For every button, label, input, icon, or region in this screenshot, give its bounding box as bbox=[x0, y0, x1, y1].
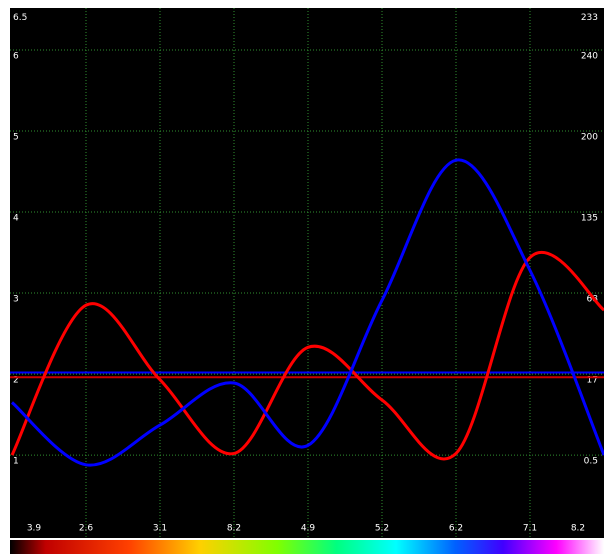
bottom-label: 3.9 bbox=[27, 524, 42, 534]
bottom-label: 8.2 bbox=[571, 524, 585, 534]
y-tick-label: 4 bbox=[13, 214, 19, 224]
bottom-label: 4.9 bbox=[301, 524, 316, 534]
top-label: 21 bbox=[376, 0, 387, 9]
y2-tick-label: 17 bbox=[587, 376, 598, 386]
y-tick-label: 3 bbox=[13, 295, 19, 305]
top-label: 6 bbox=[598, 0, 604, 9]
color-bar bbox=[10, 540, 604, 554]
top-label: 95 bbox=[14, 0, 25, 9]
top-label: 32 bbox=[302, 0, 313, 9]
bottom-label: 6.2 bbox=[449, 524, 463, 534]
y2-tick-label: 233 bbox=[581, 13, 598, 23]
y2-tick-label: 200 bbox=[581, 133, 598, 143]
top-label: 57 bbox=[154, 0, 165, 9]
bottom-label: 3.1 bbox=[153, 524, 167, 534]
top-label: 0 bbox=[527, 0, 533, 9]
series-line bbox=[10, 250, 604, 461]
y2-tick-label: 68 bbox=[587, 295, 599, 305]
series-line bbox=[11, 158, 604, 467]
bottom-label: 8.2 bbox=[227, 524, 241, 534]
y-tick-label: 5 bbox=[13, 133, 19, 143]
y-tick-label: 2 bbox=[13, 376, 19, 386]
top-label: 15 bbox=[450, 0, 461, 9]
bottom-label: 5.2 bbox=[375, 524, 389, 534]
y-tick-label: 1 bbox=[13, 457, 19, 467]
y2-tick-label: 135 bbox=[581, 214, 598, 224]
bottom-label: 2.6 bbox=[79, 524, 94, 534]
y-tick-label: 6 bbox=[13, 52, 19, 62]
top-label: 78 bbox=[80, 0, 92, 9]
y-tick-label: 6.5 bbox=[13, 13, 27, 23]
y2-tick-label: 0.5 bbox=[584, 457, 598, 467]
bottom-label: 7.1 bbox=[523, 524, 537, 534]
top-label: 45 bbox=[228, 0, 239, 9]
y2-tick-label: 240 bbox=[581, 52, 598, 62]
plot-background bbox=[10, 8, 604, 538]
